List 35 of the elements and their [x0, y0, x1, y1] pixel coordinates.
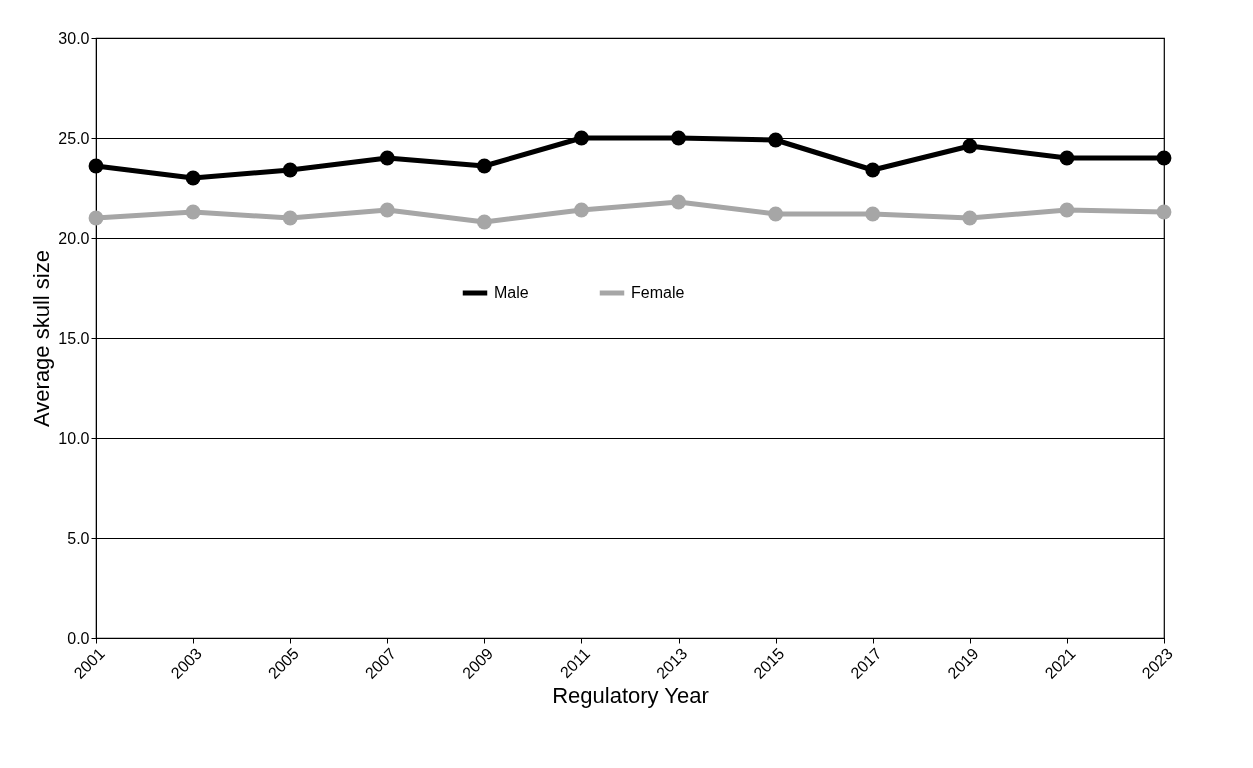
- y-tick-label: 10.0: [58, 429, 90, 447]
- y-axis-title: Average skull size: [29, 250, 55, 427]
- point: [185, 170, 201, 186]
- point: [379, 202, 395, 218]
- point: [476, 214, 492, 230]
- y-tick-label: 30.0: [58, 29, 90, 47]
- point: [962, 210, 978, 226]
- point: [962, 138, 978, 154]
- point: [282, 162, 298, 178]
- y-tick-label: 15.0: [58, 329, 90, 347]
- point: [282, 210, 298, 226]
- point: [1059, 150, 1075, 166]
- point: [768, 206, 784, 222]
- point: [1156, 204, 1172, 220]
- y-tick-label: 20.0: [58, 229, 90, 247]
- point: [671, 130, 686, 146]
- point: [185, 204, 201, 220]
- point: [1059, 202, 1075, 218]
- point: [768, 132, 784, 148]
- y-tick-label: 0.0: [67, 629, 90, 647]
- point: [574, 202, 589, 218]
- point: [88, 158, 104, 174]
- x-axis-title: Regulatory Year: [552, 682, 709, 708]
- y-tick-label: 25.0: [58, 129, 90, 147]
- y-tick-label: 5.0: [67, 529, 90, 547]
- legend-label: Female: [631, 284, 685, 301]
- point: [671, 194, 686, 210]
- point: [865, 162, 881, 178]
- point: [574, 130, 589, 146]
- point: [476, 158, 492, 174]
- point: [865, 206, 881, 222]
- point: [88, 210, 104, 226]
- point: [379, 150, 395, 166]
- point: [1156, 150, 1172, 166]
- legend-label: Male: [494, 284, 529, 301]
